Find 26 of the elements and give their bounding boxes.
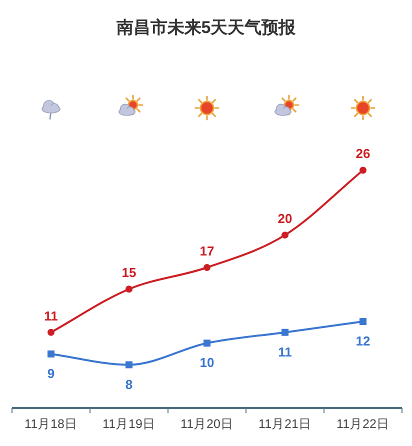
point — [48, 328, 54, 336]
x-tick-label: 11月19日 — [102, 417, 156, 431]
point — [282, 232, 288, 239]
point — [282, 328, 288, 336]
x-tick-label: 11月22日 — [336, 417, 390, 431]
data-label: 11 — [278, 344, 292, 360]
data-label: 9 — [47, 366, 55, 381]
x-tick-label: 11月18日 — [24, 417, 78, 431]
chart-title: 南昌市未来5天天气预报 — [115, 18, 297, 37]
point — [360, 318, 366, 326]
x-tick-label: 11月20日 — [180, 417, 234, 431]
x-tick-label: 11月21日 — [258, 417, 312, 431]
point — [360, 166, 366, 174]
data-label: 11 — [44, 308, 58, 324]
point — [126, 361, 132, 368]
point — [204, 264, 210, 271]
data-label: 10 — [200, 355, 214, 370]
data-label: 12 — [356, 334, 370, 349]
data-label: 20 — [278, 211, 292, 226]
point — [204, 340, 210, 347]
point — [48, 350, 54, 358]
data-label: 15 — [122, 265, 136, 280]
data-label: 26 — [356, 146, 370, 162]
data-label: 8 — [125, 376, 133, 392]
point — [126, 286, 132, 293]
data-label: 17 — [200, 244, 214, 258]
